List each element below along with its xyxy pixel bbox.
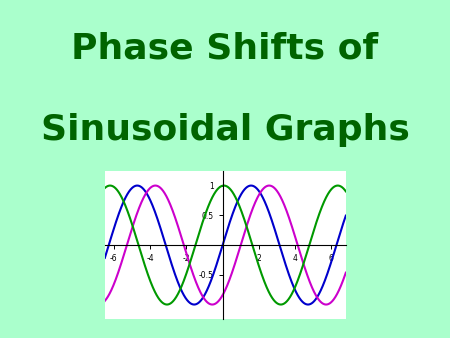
Text: Phase Shifts of: Phase Shifts of (72, 32, 378, 66)
Text: Sinusoidal Graphs: Sinusoidal Graphs (40, 113, 410, 147)
